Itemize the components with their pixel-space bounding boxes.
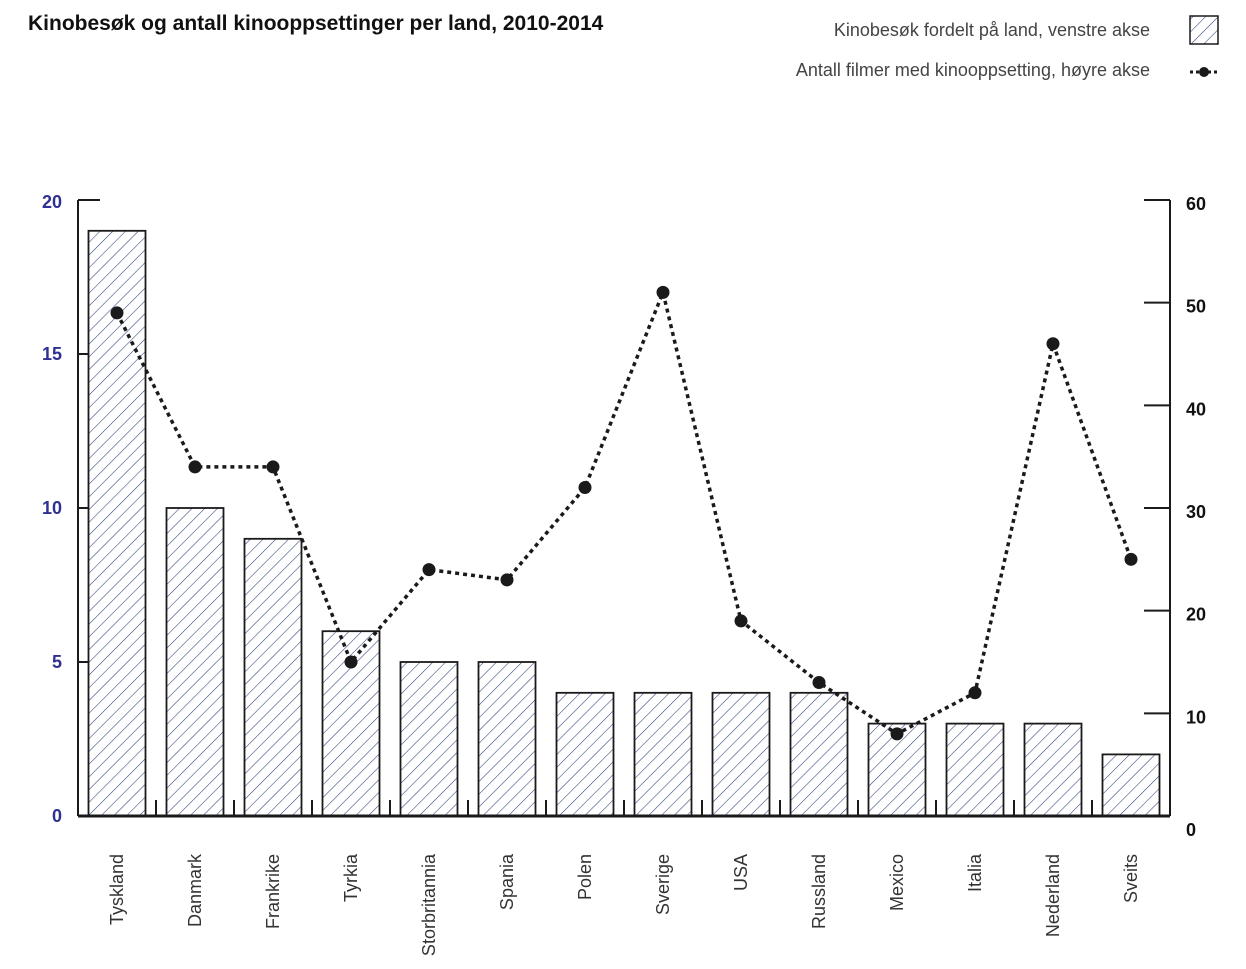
line-point: [1046, 337, 1060, 351]
line-point: [344, 655, 358, 669]
category-label: USA: [731, 854, 751, 891]
category-label: Tyskland: [107, 854, 127, 925]
left-axis-tick-label: 20: [42, 192, 62, 212]
legend-item-bars: Kinobesøk fordelt på land, venstre akse: [834, 20, 1150, 41]
bar: [399, 661, 459, 817]
bar: [1101, 753, 1161, 817]
right-axis-tick-label: 0: [1186, 820, 1196, 840]
category-label: Tyrkia: [341, 853, 361, 902]
legend-label-bars: Kinobesøk fordelt på land, venstre akse: [833, 20, 1150, 40]
right-axis-tick-label: 30: [1186, 502, 1206, 522]
line-point: [734, 614, 748, 628]
category-label: Mexico: [887, 854, 907, 911]
category-label: Sverige: [653, 854, 673, 915]
category-label: Nederland: [1043, 854, 1063, 937]
line-point: [188, 460, 202, 474]
category-label: Russland: [809, 854, 829, 929]
chart-title: Kinobesøk og antall kinooppsettinger per…: [28, 12, 604, 35]
category-label: Polen: [575, 854, 595, 900]
line-point: [812, 676, 826, 690]
line-point: [656, 285, 670, 299]
line-point: [422, 563, 436, 577]
category-label: Sveits: [1121, 854, 1141, 903]
bar: [477, 661, 537, 817]
line-point: [890, 727, 904, 741]
category-label: Danmark: [185, 853, 205, 927]
category-label: Frankrike: [263, 854, 283, 929]
legend-swatch-bars: [1189, 15, 1219, 45]
left-axis-tick-label: 15: [42, 344, 62, 364]
line-point: [1124, 552, 1138, 566]
legend-label-line: Antall filmer med kinooppsetting, høyre …: [795, 60, 1150, 80]
right-axis-tick-label: 60: [1186, 194, 1206, 214]
right-axis-tick-label: 50: [1186, 297, 1206, 317]
legend-item-line: Antall filmer med kinooppsetting, høyre …: [796, 60, 1150, 81]
bar: [789, 691, 849, 817]
right-axis-tick-label: 10: [1186, 707, 1206, 727]
bar: [711, 691, 771, 817]
line-point: [110, 306, 124, 320]
bar: [1023, 722, 1083, 817]
bar: [633, 691, 693, 817]
category-label: Italia: [965, 853, 985, 892]
line-point: [266, 460, 280, 474]
right-axis-tick-label: 20: [1186, 605, 1206, 625]
category-label: Storbritannia: [419, 853, 439, 956]
left-axis-tick-label: 5: [52, 652, 62, 672]
bar: [243, 537, 303, 817]
line-point: [968, 686, 982, 700]
bar: [555, 691, 615, 817]
right-axis-tick-label: 40: [1186, 399, 1206, 419]
legend-swatch-line: [1190, 67, 1218, 77]
category-label: Spania: [497, 853, 517, 910]
left-axis-tick-label: 10: [42, 498, 62, 518]
line-point: [578, 480, 592, 494]
bar: [165, 507, 225, 817]
line-point: [500, 573, 514, 587]
bar: [945, 722, 1005, 817]
left-axis-tick-label: 0: [52, 806, 62, 826]
line-series: [115, 286, 1133, 736]
